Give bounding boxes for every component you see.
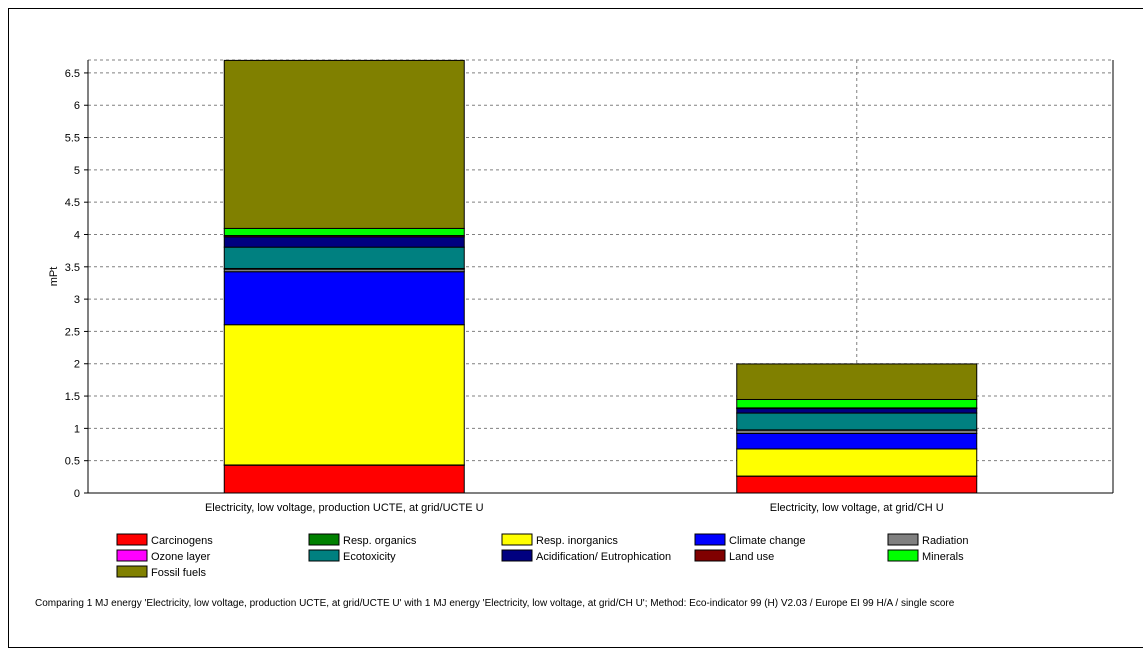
y-axis-label: mPt bbox=[48, 267, 60, 287]
y-tick-label: 5.5 bbox=[65, 133, 80, 145]
legend-label: Acidification/ Eutrophication bbox=[536, 551, 671, 563]
y-tick-label: 4 bbox=[74, 229, 80, 241]
legend-label: Fossil fuels bbox=[151, 567, 207, 579]
bar-segment-carcinogens bbox=[737, 476, 977, 493]
bar-segment-ecotoxicity bbox=[737, 413, 977, 430]
bar-segment-fossil-fuels bbox=[224, 60, 464, 228]
bar-segment-carcinogens bbox=[224, 465, 464, 493]
y-tick-label: 4.5 bbox=[65, 197, 80, 209]
y-tick-label: 6 bbox=[74, 100, 80, 112]
y-tick-label: 6.5 bbox=[65, 68, 80, 80]
y-tick-label: 2 bbox=[74, 359, 80, 371]
bar-segment-minerals bbox=[737, 399, 977, 407]
legend-label: Radiation bbox=[922, 535, 968, 547]
legend-label: Ozone layer bbox=[151, 551, 211, 563]
legend-swatch bbox=[309, 550, 339, 561]
y-tick-label: 3 bbox=[74, 294, 80, 306]
x-category-label: Electricity, low voltage, at grid/CH U bbox=[770, 502, 944, 514]
bar-segment-resp-inorganics bbox=[737, 449, 977, 476]
legend-label: Land use bbox=[729, 551, 774, 563]
legend-label: Ecotoxicity bbox=[343, 551, 396, 563]
legend-label: Minerals bbox=[922, 551, 964, 563]
legend-swatch bbox=[117, 566, 147, 577]
legend-swatch bbox=[888, 534, 918, 545]
legend-swatch bbox=[695, 550, 725, 561]
chart-caption: Comparing 1 MJ energy 'Electricity, low … bbox=[35, 598, 954, 609]
legend-swatch bbox=[309, 534, 339, 545]
legend-swatch bbox=[695, 534, 725, 545]
y-tick-label: 1.5 bbox=[65, 391, 80, 403]
y-tick-label: 0 bbox=[74, 488, 80, 500]
y-tick-label: 2.5 bbox=[65, 326, 80, 338]
bar-segment-climate-change bbox=[737, 433, 977, 449]
legend-swatch bbox=[888, 550, 918, 561]
legend-label: Climate change bbox=[729, 535, 805, 547]
bar-segment-minerals bbox=[224, 228, 464, 235]
stacked-bar-chart: 0 0.5 1 1.5 2 2.5 3 3.5 4 4.5 5 5.5 6 6.5 Electricity,… bbox=[0, 0, 1143, 626]
bar-segment-resp-inorganics bbox=[224, 325, 464, 465]
legend-swatch bbox=[117, 550, 147, 561]
y-tick-label: 1 bbox=[74, 423, 80, 435]
bar-segment-acidification-eutrophication bbox=[224, 237, 464, 247]
x-category-label: Electricity, low voltage, production UCT… bbox=[205, 502, 484, 514]
bar-segment-fossil-fuels bbox=[737, 364, 977, 400]
legend-swatch bbox=[502, 550, 532, 561]
y-tick-label: 0.5 bbox=[65, 456, 80, 468]
legend-label: Resp. inorganics bbox=[536, 535, 618, 547]
y-tick-label: 5 bbox=[74, 165, 80, 177]
bar-segment-ecotoxicity bbox=[224, 247, 464, 268]
legend-label: Resp. organics bbox=[343, 535, 417, 547]
legend-label: Carcinogens bbox=[151, 535, 213, 547]
bar-segment-climate-change bbox=[224, 272, 464, 325]
legend-swatch bbox=[502, 534, 532, 545]
legend-swatch bbox=[117, 534, 147, 545]
bar-segment-acidification-eutrophication bbox=[737, 409, 977, 414]
y-tick-label: 3.5 bbox=[65, 262, 80, 274]
